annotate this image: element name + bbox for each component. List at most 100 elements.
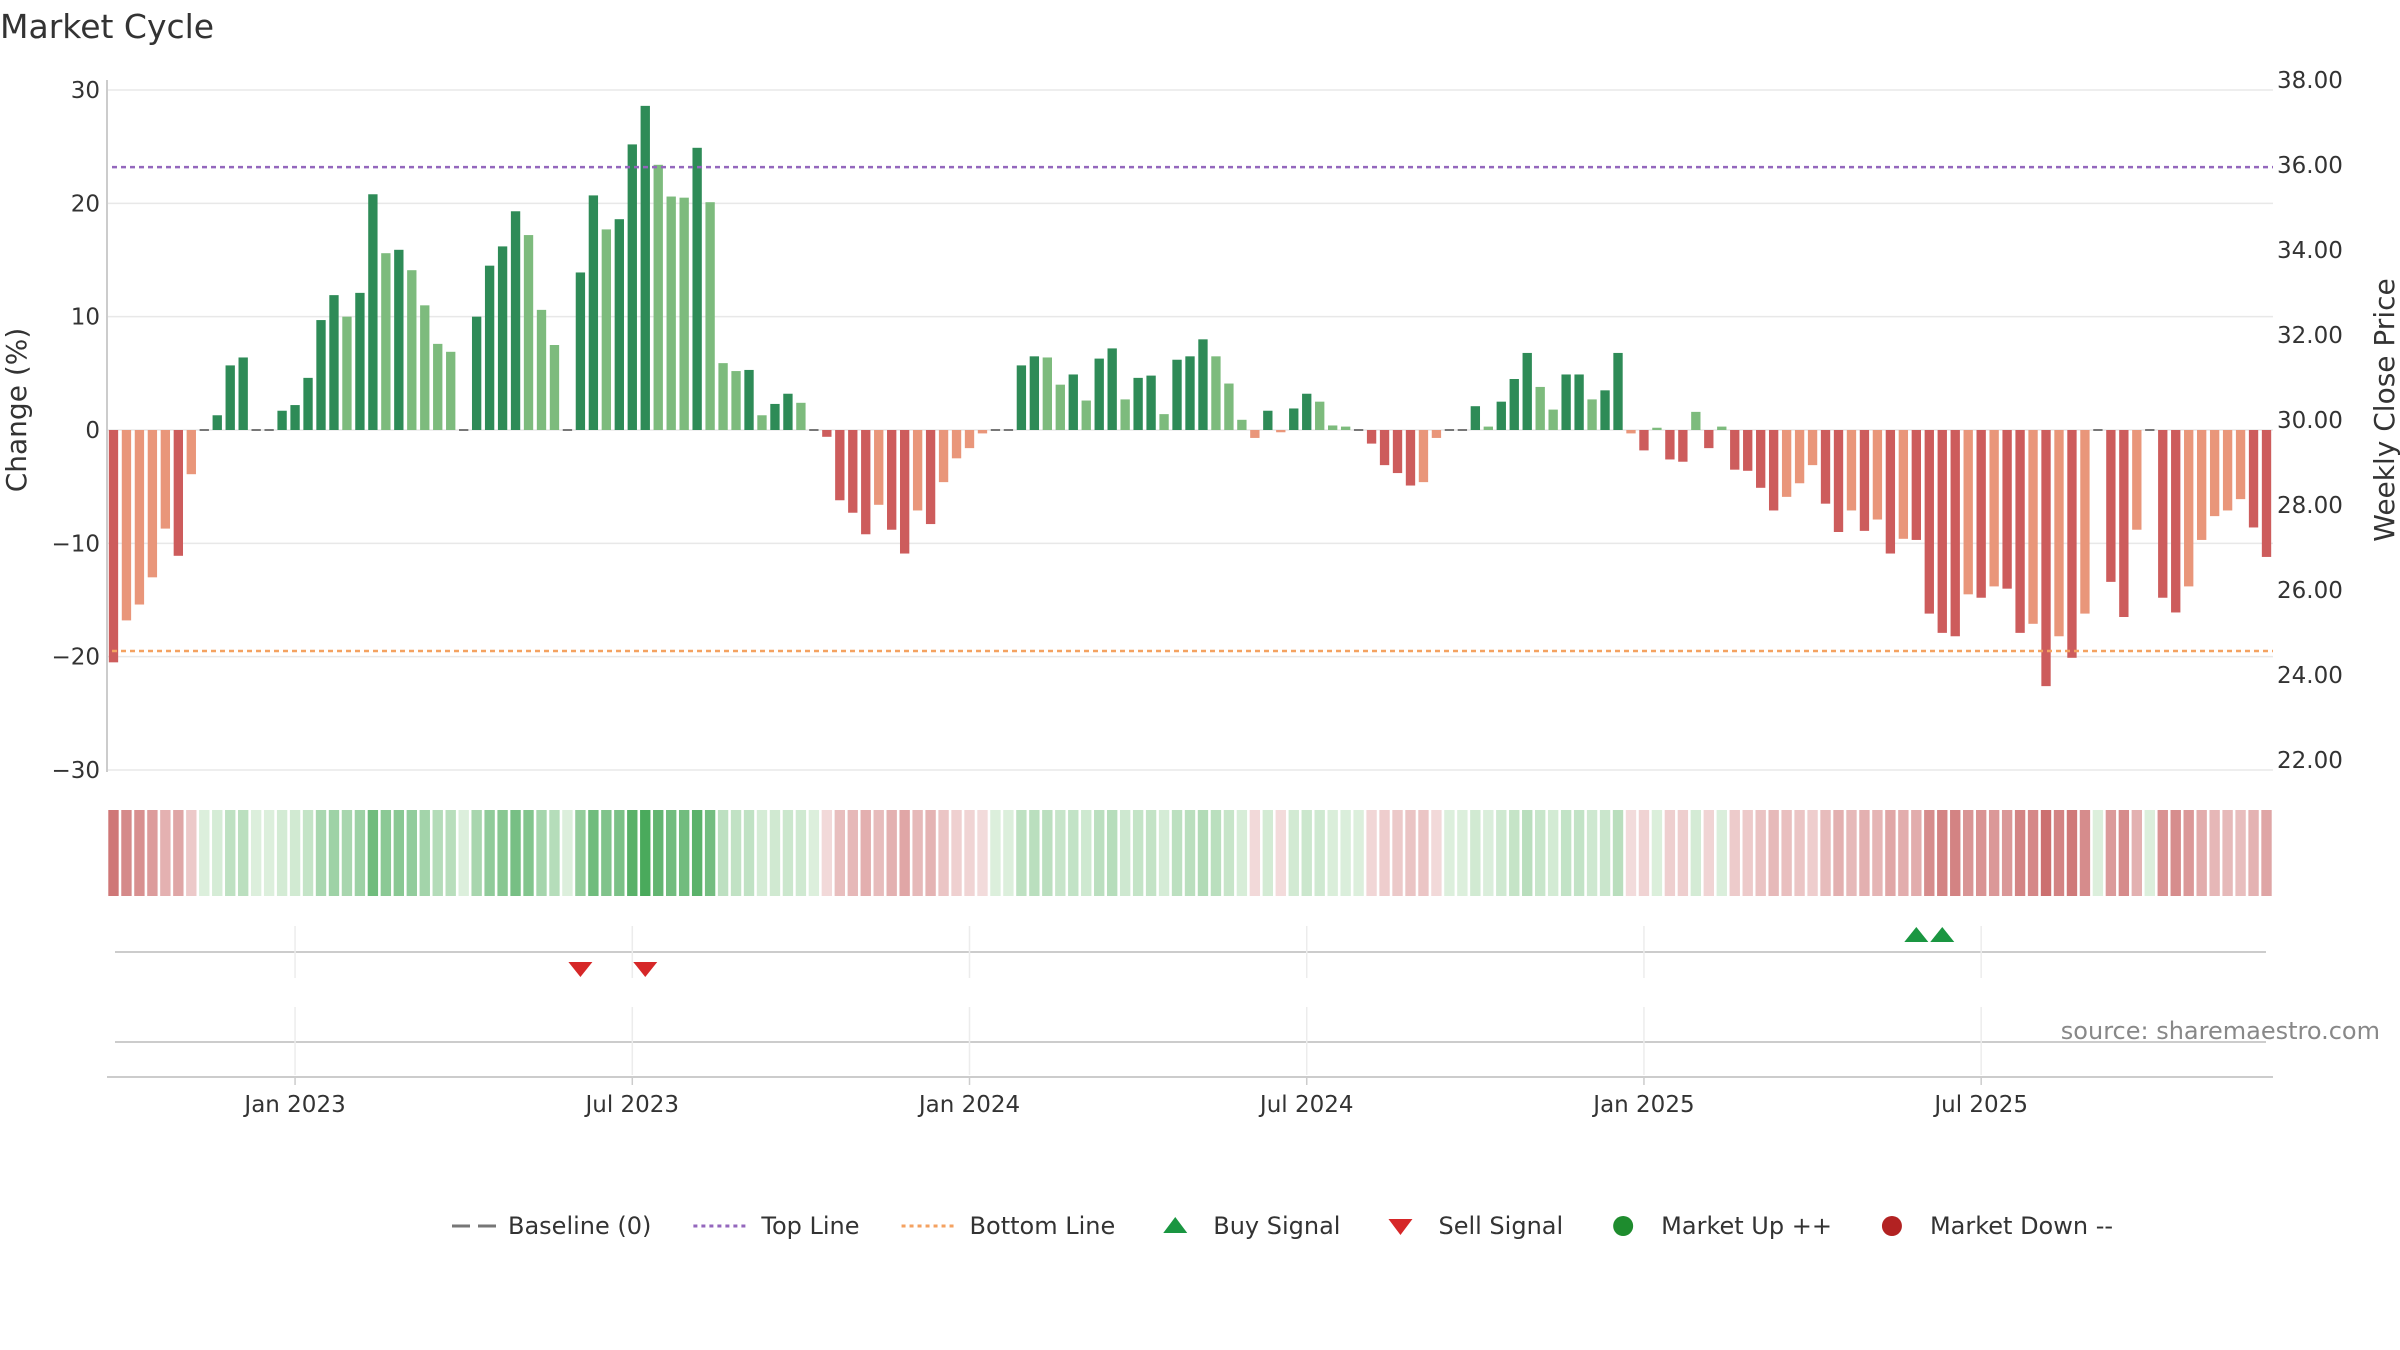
heat-cell <box>1145 810 1157 896</box>
change-bar <box>1250 430 1260 438</box>
change-bar <box>1600 390 1610 430</box>
change-bar <box>316 320 326 430</box>
change-bar <box>731 371 741 430</box>
change-bar <box>1794 430 1805 484</box>
right-tick-label: 36.00 <box>2277 153 2343 179</box>
x-tick-label: Jan 2024 <box>917 1092 1020 1118</box>
heat-cell <box>1898 810 1909 896</box>
heat-cell <box>756 810 768 896</box>
heat-cell <box>743 810 755 896</box>
heat-cell <box>315 810 327 896</box>
heat-cell <box>1353 810 1364 896</box>
heat-cell <box>1988 810 2000 896</box>
change-bar <box>471 316 482 430</box>
change-bar <box>2041 430 2051 687</box>
heat-cell <box>263 810 275 896</box>
change-bar <box>1224 383 1234 430</box>
change-bar <box>938 430 949 483</box>
heat-cell <box>769 810 781 896</box>
heat-cell <box>1236 810 1248 896</box>
heat-cell <box>354 810 366 896</box>
left-tick-label: −30 <box>51 758 100 784</box>
heat-cell <box>2131 810 2143 896</box>
change-bar <box>951 430 962 459</box>
change-bar <box>1107 348 1117 430</box>
heat-cell <box>2053 810 2065 896</box>
heat-cell <box>1950 810 1961 896</box>
heat-cell <box>1963 810 1974 896</box>
heat-cell <box>328 810 340 896</box>
heat-cell <box>938 810 949 896</box>
heat-cell <box>199 810 210 896</box>
legend-label: Market Down -- <box>1930 1212 2113 1240</box>
x-axis-ticks: Jan 2023 Jul 2023 Jan 2024 Jul 2024 Jan 2025… <box>242 1077 2028 1118</box>
heat-cell <box>821 810 833 896</box>
heat-cell <box>1288 810 1299 896</box>
change-bar <box>1315 401 1325 430</box>
heat-cell <box>2261 810 2272 896</box>
change-bar <box>2132 430 2142 530</box>
signal-panel <box>115 926 2266 978</box>
change-bar <box>653 164 663 431</box>
heat-cell <box>1249 810 1261 896</box>
change-bar <box>1587 399 1597 430</box>
change-bar <box>1976 430 1986 598</box>
change-bar <box>2054 430 2064 637</box>
change-bar <box>1781 430 1792 497</box>
heat-cell <box>1029 810 1040 896</box>
change-bar <box>1704 430 1714 449</box>
change-bar <box>1743 430 1753 471</box>
legend-item: Baseline (0) <box>452 1212 651 1240</box>
change-bar <box>1366 430 1377 444</box>
heat-cell <box>108 810 119 896</box>
change-bar <box>134 430 145 605</box>
change-bar <box>575 272 586 430</box>
heat-cell <box>484 810 495 896</box>
change-bar <box>303 377 313 430</box>
change-bar <box>342 316 352 430</box>
change-bar <box>1237 419 1247 430</box>
change-bar <box>510 211 521 430</box>
left-tick-label: −10 <box>51 531 100 557</box>
change-bar <box>1120 399 1130 430</box>
heat-cell <box>1158 810 1170 896</box>
cycle-heat-strip <box>108 810 2272 896</box>
heat-cell <box>1664 810 1676 896</box>
legend-item: Top Line <box>693 1212 860 1240</box>
heat-cell <box>1016 810 1027 896</box>
heat-cell <box>1340 810 1351 896</box>
change-bar <box>588 195 599 430</box>
right-tick-label: 32.00 <box>2277 323 2343 349</box>
heat-cell <box>276 810 288 896</box>
change-bar <box>1872 430 1883 520</box>
change-bar <box>783 393 793 430</box>
change-bar <box>1289 408 1299 430</box>
heat-cell <box>678 810 690 896</box>
heat-cell <box>1522 810 1533 896</box>
heat-cell <box>1094 810 1105 896</box>
change-bar <box>121 430 132 621</box>
legend-label: Market Up ++ <box>1661 1212 1832 1240</box>
change-bar <box>1302 393 1312 430</box>
heat-cell <box>471 810 482 896</box>
change-bar <box>705 202 715 430</box>
heat-cell <box>1470 810 1481 896</box>
heat-cell <box>1496 810 1507 896</box>
change-bar <box>861 430 871 535</box>
change-bar <box>484 265 495 430</box>
heat-cell <box>730 810 742 896</box>
change-bar <box>1094 358 1104 430</box>
heat-cell <box>2222 810 2233 896</box>
heat-cell <box>990 810 1001 896</box>
left-tick-label: 20 <box>71 191 100 217</box>
heat-cell <box>562 810 573 896</box>
change-bar <box>2158 430 2168 598</box>
heat-cell <box>2066 810 2078 896</box>
sell-signal-marker <box>568 962 593 977</box>
heat-cell <box>2001 810 2013 896</box>
change-bar <box>1898 430 1909 539</box>
heat-cell <box>2027 810 2039 896</box>
heat-cell <box>212 810 223 896</box>
heat-cell <box>886 810 897 896</box>
heat-cell <box>951 810 962 896</box>
